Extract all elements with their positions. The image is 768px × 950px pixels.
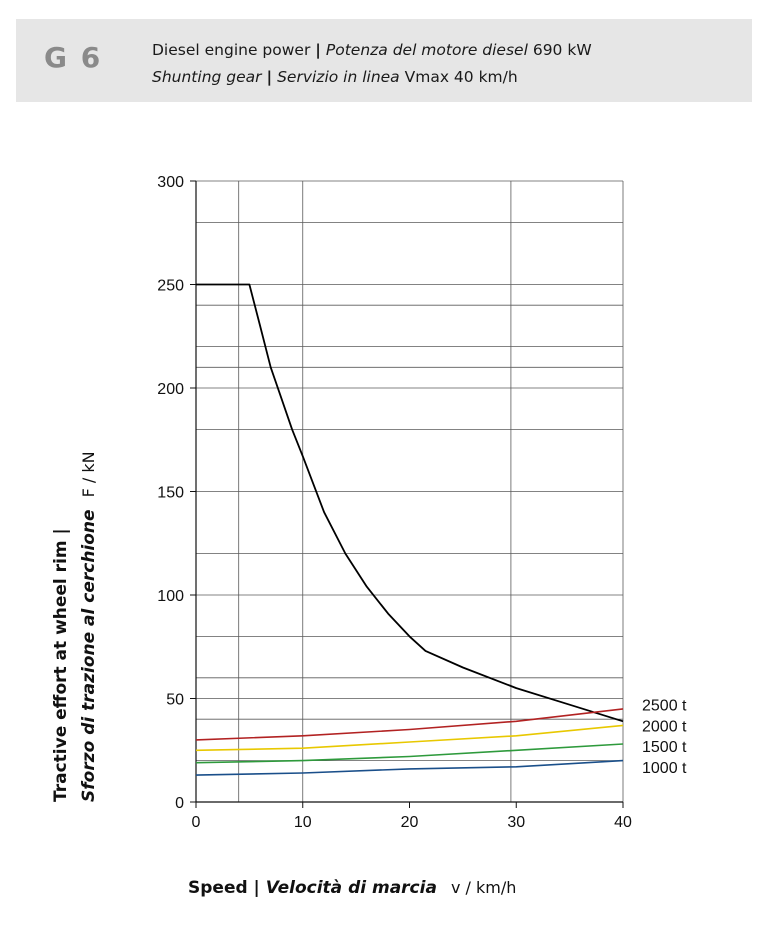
- y-tick-label: 250: [157, 278, 184, 295]
- tractive-effort-curve: [196, 283, 624, 723]
- x-axis-unit: v / km/h: [451, 878, 516, 897]
- tick-labels: 0 10 20 30 40 0 50 100 150 200 250 300: [157, 174, 632, 831]
- x-tick-label: 0: [192, 814, 201, 831]
- legend-labels: 2500 t 2000 t 1500 t 1000 t: [642, 698, 687, 777]
- axes: [190, 180, 624, 808]
- resistance-curve-1000t: [195, 759, 624, 776]
- y-axis-label: Tractive effort at wheel rim |: [51, 528, 71, 802]
- series-label: 1000 t: [642, 760, 687, 777]
- x-tick-label: 10: [294, 814, 312, 831]
- y-axis-label-2: Sforzo di trazione al cerchione F / kN: [79, 451, 99, 802]
- separator: |: [266, 68, 273, 86]
- series-lines: [195, 283, 624, 776]
- y-tick-label: 100: [157, 588, 184, 605]
- y-tick-label: 50: [166, 692, 184, 709]
- gear-label: Shunting gear: [152, 68, 262, 86]
- x-tick-label: 20: [401, 814, 419, 831]
- engine-power-value: 690 kW: [532, 41, 592, 59]
- y-axis-label-line2: Sforzo di trazione al cerchione F / kN: [79, 451, 99, 802]
- vmax-value: Vmax 40 km/h: [404, 68, 518, 86]
- y-tick-label: 200: [157, 381, 184, 398]
- page-header: G 6 Diesel engine power | Potenza del mo…: [16, 19, 752, 102]
- header-line-1: Diesel engine power | Potenza del motore…: [152, 41, 592, 59]
- x-tick-label: 30: [507, 814, 525, 831]
- resistance-curve-1500t: [195, 743, 624, 764]
- x-tick-label: 40: [614, 814, 632, 831]
- y-axis-unit: F / kN: [79, 451, 98, 497]
- resistance-curve-2000t: [195, 724, 624, 752]
- series-label: 2500 t: [642, 698, 687, 715]
- y-tick-label: 150: [157, 485, 184, 502]
- y-tick-label: 0: [175, 795, 184, 812]
- x-axis-label-bold: Speed |: [188, 878, 266, 898]
- x-axis-label-italic: Velocità di marcia: [266, 878, 437, 898]
- y-tick-label: 300: [157, 174, 184, 191]
- grid-lines: [196, 180, 624, 803]
- header-line-2: Shunting gear | Servizio in linea Vmax 4…: [152, 68, 518, 86]
- y-axis-label-line1: Tractive effort at wheel rim |: [51, 528, 71, 802]
- gear-label-it: Servizio in linea: [277, 68, 400, 86]
- series-label: 1500 t: [642, 739, 687, 756]
- resistance-curve-2500t: [195, 708, 624, 741]
- separator: |: [315, 41, 321, 59]
- x-axis-label: Speed | Velocità di marcia v / km/h: [188, 878, 516, 898]
- engine-power-label-it: Potenza del motore diesel: [325, 41, 528, 59]
- y-axis-label-italic: Sforzo di trazione al cerchione: [79, 509, 99, 802]
- figure-code: G 6: [44, 41, 103, 74]
- series-label: 2000 t: [642, 718, 687, 735]
- engine-power-label: Diesel engine power: [152, 41, 311, 59]
